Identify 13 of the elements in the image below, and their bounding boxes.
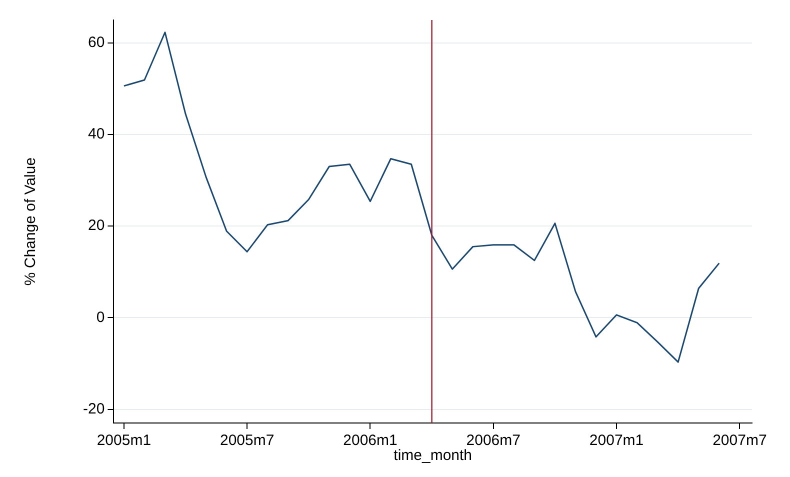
x-tick-label: 2005m7: [220, 432, 274, 450]
y-tick-label: -20: [82, 400, 105, 418]
y-tick-label: 20: [88, 217, 105, 234]
x-tick-label: 2005m1: [96, 432, 152, 450]
x-axis-title: time_month: [394, 447, 472, 464]
x-tick-label: 2007m7: [712, 432, 767, 450]
y-tick-label: 60: [88, 34, 105, 52]
x-tick-label: 2007m1: [589, 432, 644, 450]
y-tick-label: 0: [96, 308, 105, 326]
y-axis-title: % Change of Value: [22, 157, 40, 286]
x-tick-label: 2006m7: [466, 432, 520, 450]
y-tick-label: 40: [88, 126, 105, 143]
x-tick-label: 2006m1: [343, 432, 398, 450]
